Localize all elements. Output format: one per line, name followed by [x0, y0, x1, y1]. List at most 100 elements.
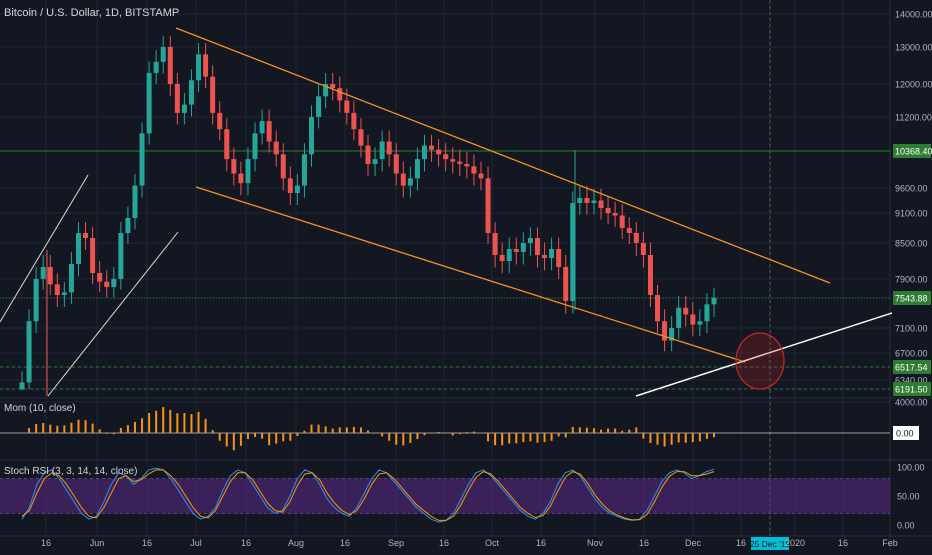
time-tick-label: 2020: [785, 538, 805, 548]
stoch-k-line: [21, 467, 715, 523]
candle-body: [259, 121, 265, 134]
price-tick-label: 6700.00: [895, 349, 928, 359]
candle-body: [181, 104, 187, 113]
candle-body: [676, 307, 682, 328]
price-badge: [893, 382, 931, 396]
candle-body: [125, 218, 131, 233]
time-tick-label: 16: [142, 538, 152, 548]
time-tick-label: 16: [838, 538, 848, 548]
candle-body: [97, 273, 103, 282]
candle-body: [499, 255, 505, 261]
price-tick-label: 12000.00: [895, 80, 932, 90]
candle-body: [605, 208, 611, 213]
upper-channel-line: [175, 27, 831, 284]
candle-body: [407, 178, 413, 186]
time-tick-label: Sep: [388, 538, 404, 548]
candle-body: [75, 233, 81, 264]
candle-body: [556, 249, 562, 267]
candle-body: [167, 47, 173, 84]
candle-body: [188, 80, 194, 105]
drawing-overlays[interactable]: [0, 27, 893, 397]
candle-body: [612, 213, 618, 216]
candle-body: [224, 129, 230, 160]
candle-body: [203, 54, 209, 77]
candle-body: [669, 328, 675, 341]
candle-body: [358, 129, 364, 146]
candle-body: [393, 154, 399, 174]
candle-body: [19, 382, 25, 390]
momentum-title: Mom (10, close): [4, 403, 76, 414]
candle-body: [104, 281, 110, 288]
candle-body: [619, 215, 625, 228]
price-tick-label: 10368.40: [895, 147, 932, 157]
candle-body: [534, 238, 540, 255]
candle-body: [365, 145, 371, 164]
price-tick-label: 7100.00: [895, 324, 928, 334]
support-line: [635, 312, 893, 397]
candle-body: [386, 141, 392, 155]
time-tick-label: 16: [241, 538, 251, 548]
time-tick-label: 16: [340, 538, 350, 548]
candle-body: [273, 141, 279, 155]
stoch-d-line: [21, 469, 715, 521]
time-tick-label: 16: [439, 538, 449, 548]
price-tick-label: 6517.54: [895, 363, 928, 373]
momentum-pane[interactable]: [0, 407, 890, 451]
time-tick-label: Dec: [685, 538, 702, 548]
price-pane[interactable]: [0, 36, 890, 396]
candle-body: [245, 159, 251, 184]
candle-body: [450, 159, 456, 162]
candle-body: [61, 292, 67, 296]
candle-body: [83, 233, 89, 238]
price-tick-label: 6191.50: [895, 385, 928, 395]
candle-body: [294, 185, 300, 193]
momentum-value-badge: [893, 426, 919, 440]
candle-body: [47, 267, 53, 285]
candle-body: [252, 133, 258, 160]
crosshair-date-label: 25 Dec '19: [750, 539, 791, 549]
candle-body: [478, 173, 484, 179]
candle-body: [160, 47, 166, 62]
candle-body: [655, 295, 661, 322]
candle-body: [210, 76, 216, 113]
price-tick-label: 9100.00: [895, 209, 928, 219]
stoch-axis-label: 100.00: [897, 463, 925, 473]
candle-body: [711, 297, 717, 305]
candle-body: [662, 321, 668, 341]
candle-body: [316, 96, 322, 117]
candle-body: [118, 233, 124, 279]
time-tick-label: Jun: [90, 538, 105, 548]
momentum-value-label: 0.00: [896, 429, 914, 439]
stoch-band: [0, 478, 890, 514]
candle-body: [704, 304, 710, 322]
candle-body: [351, 112, 357, 130]
candle-body: [598, 200, 604, 208]
time-tick-label: 16: [41, 538, 51, 548]
time-tick-label: Feb: [882, 538, 898, 548]
candle-body: [33, 279, 39, 322]
candle-body: [464, 163, 470, 167]
candle-body: [513, 249, 519, 252]
candle-body: [549, 249, 555, 258]
uptrend-line: [0, 174, 89, 323]
candle-body: [301, 154, 307, 186]
candle-body: [111, 279, 117, 288]
symbol-title: Bitcoin / U.S. Dollar, 1D, BITSTAMP: [4, 7, 179, 19]
candle-body: [485, 178, 491, 233]
candle-body: [153, 61, 159, 73]
candle-body: [344, 100, 350, 113]
stoch-rsi-pane[interactable]: [0, 467, 890, 523]
price-tick-label: 9600.00: [895, 184, 928, 194]
candle-body: [563, 267, 569, 301]
candle-body: [400, 173, 406, 186]
projection-circle-marker: [735, 332, 785, 390]
candle-body: [492, 233, 498, 255]
price-tick-label: 6340.00: [895, 376, 928, 386]
candle-body: [626, 228, 632, 233]
candle-body: [506, 249, 512, 261]
stoch-axis-label: 50.00: [897, 492, 920, 502]
candle-body: [683, 307, 689, 315]
